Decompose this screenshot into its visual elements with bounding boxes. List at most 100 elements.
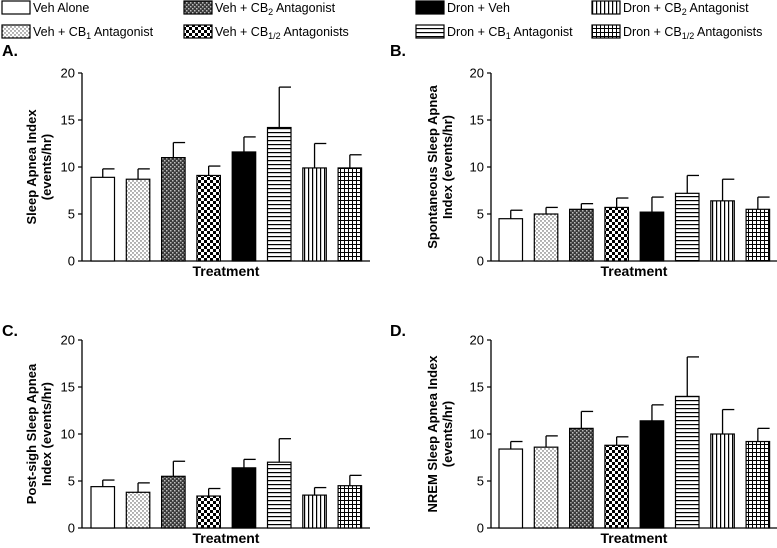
legend-swatch [183, 0, 213, 15]
legend-swatch [1, 24, 31, 39]
legend-swatch [591, 24, 621, 39]
error-bar [686, 356, 699, 397]
y-tick-label: 5 [68, 474, 75, 489]
bar [674, 192, 700, 262]
bar [161, 157, 186, 262]
error-bar [686, 174, 699, 194]
bar [498, 448, 524, 529]
legend: Veh Alone Veh + CB2 Antagonist Veh + CB1 A… [1, 0, 762, 41]
chart-panel: A. 0 5 10 15 20 Sleep Apnea Index(events/hr) Tr… [2, 43, 370, 279]
error-bar [313, 486, 327, 496]
y-tick-label: 20 [61, 333, 75, 348]
y-tick-label: 5 [477, 474, 484, 489]
error-bar [616, 436, 629, 446]
error-bar [207, 487, 221, 497]
bar [745, 440, 771, 529]
legend-label: Veh + CB1 Antagonist [33, 25, 154, 41]
error-bar [102, 168, 115, 178]
x-axis-label: Treatment [601, 263, 668, 279]
panel-label: A. [2, 43, 18, 60]
legend-item: Dron + CB1/2 Antagonists [591, 24, 762, 41]
y-tick-label: 20 [470, 66, 484, 81]
error-bar [580, 203, 594, 210]
bar [604, 206, 630, 262]
bar [90, 176, 116, 262]
error-bar [510, 209, 523, 219]
legend-swatch [1, 0, 31, 15]
y-axis-label: Sleep Apnea Index(events/hr) [24, 109, 54, 225]
chart-panel: C. 0 5 10 15 20 Post-sigh Sleep ApneaIndex (ev… [2, 323, 370, 546]
error-bar [651, 404, 664, 421]
bar [337, 485, 363, 529]
bar [302, 167, 327, 262]
legend-item: Dron + Veh [415, 0, 510, 15]
bar [161, 475, 186, 529]
chart-panel: B. 0 5 10 15 20 Spontaneous Sleep ApneaIndex (… [390, 43, 777, 279]
error-bar [721, 178, 735, 201]
legend-item: Veh + CB2 Antagonist [183, 0, 336, 17]
error-bar [616, 197, 629, 208]
bar [90, 486, 116, 529]
error-bar [349, 154, 362, 168]
bar [498, 218, 524, 262]
legend-item: Veh Alone [1, 0, 89, 15]
bar [302, 494, 327, 529]
legend-label: Veh + CB1/2 Antagonists [215, 25, 349, 41]
y-tick-label: 10 [61, 427, 75, 442]
bar [266, 126, 292, 262]
y-tick-label: 15 [470, 113, 484, 128]
bar [674, 395, 700, 529]
y-tick-label: 0 [68, 254, 75, 269]
x-axis-label: Treatment [193, 530, 260, 546]
bar [266, 461, 292, 529]
error-bar [545, 435, 558, 448]
legend-swatch [591, 0, 621, 15]
bar [710, 200, 735, 262]
y-axis-label: Spontaneous Sleep ApneaIndex (events/hr) [425, 84, 455, 248]
error-bar [580, 410, 594, 429]
error-bar [172, 460, 186, 477]
error-bar [172, 141, 186, 158]
legend-label: Veh + CB2 Antagonist [215, 1, 336, 17]
bar [639, 420, 665, 529]
y-tick-label: 10 [470, 427, 484, 442]
legend-item: Veh + CB1 Antagonist [1, 24, 154, 41]
y-tick-label: 20 [61, 66, 75, 81]
y-tick-label: 0 [68, 521, 75, 536]
y-tick-label: 5 [68, 207, 75, 222]
bar [604, 444, 630, 529]
error-bar [757, 427, 770, 442]
error-bar [102, 479, 115, 487]
error-bar [137, 168, 150, 180]
bar [125, 491, 151, 529]
legend-label: Veh Alone [33, 1, 89, 15]
legend-swatch [415, 0, 445, 15]
bar [196, 495, 221, 529]
bar [745, 208, 771, 262]
bar [568, 208, 594, 262]
y-tick-label: 10 [470, 160, 484, 175]
bar [533, 446, 559, 529]
error-bar [757, 196, 770, 210]
bar [125, 178, 151, 262]
y-tick-label: 15 [470, 380, 484, 395]
legend-label: Dron + CB1/2 Antagonists [623, 25, 762, 41]
panel-label: D. [390, 323, 406, 340]
legend-item: Veh + CB1/2 Antagonists [183, 24, 349, 41]
y-tick-label: 15 [61, 113, 75, 128]
bar [710, 433, 735, 529]
legend-swatch [183, 24, 213, 39]
x-axis-label: Treatment [193, 263, 260, 279]
bar [231, 151, 257, 262]
panel-label: B. [390, 43, 406, 60]
legend-swatch [415, 24, 445, 39]
panel-label: C. [2, 323, 18, 340]
bar [568, 427, 594, 529]
x-axis-label: Treatment [601, 530, 668, 546]
error-bar [278, 438, 291, 463]
error-bar [545, 206, 558, 214]
y-tick-label: 0 [477, 521, 484, 536]
y-tick-label: 5 [477, 207, 484, 222]
legend-label: Dron + CB2 Antagonist [623, 1, 749, 17]
y-tick-label: 20 [470, 333, 484, 348]
